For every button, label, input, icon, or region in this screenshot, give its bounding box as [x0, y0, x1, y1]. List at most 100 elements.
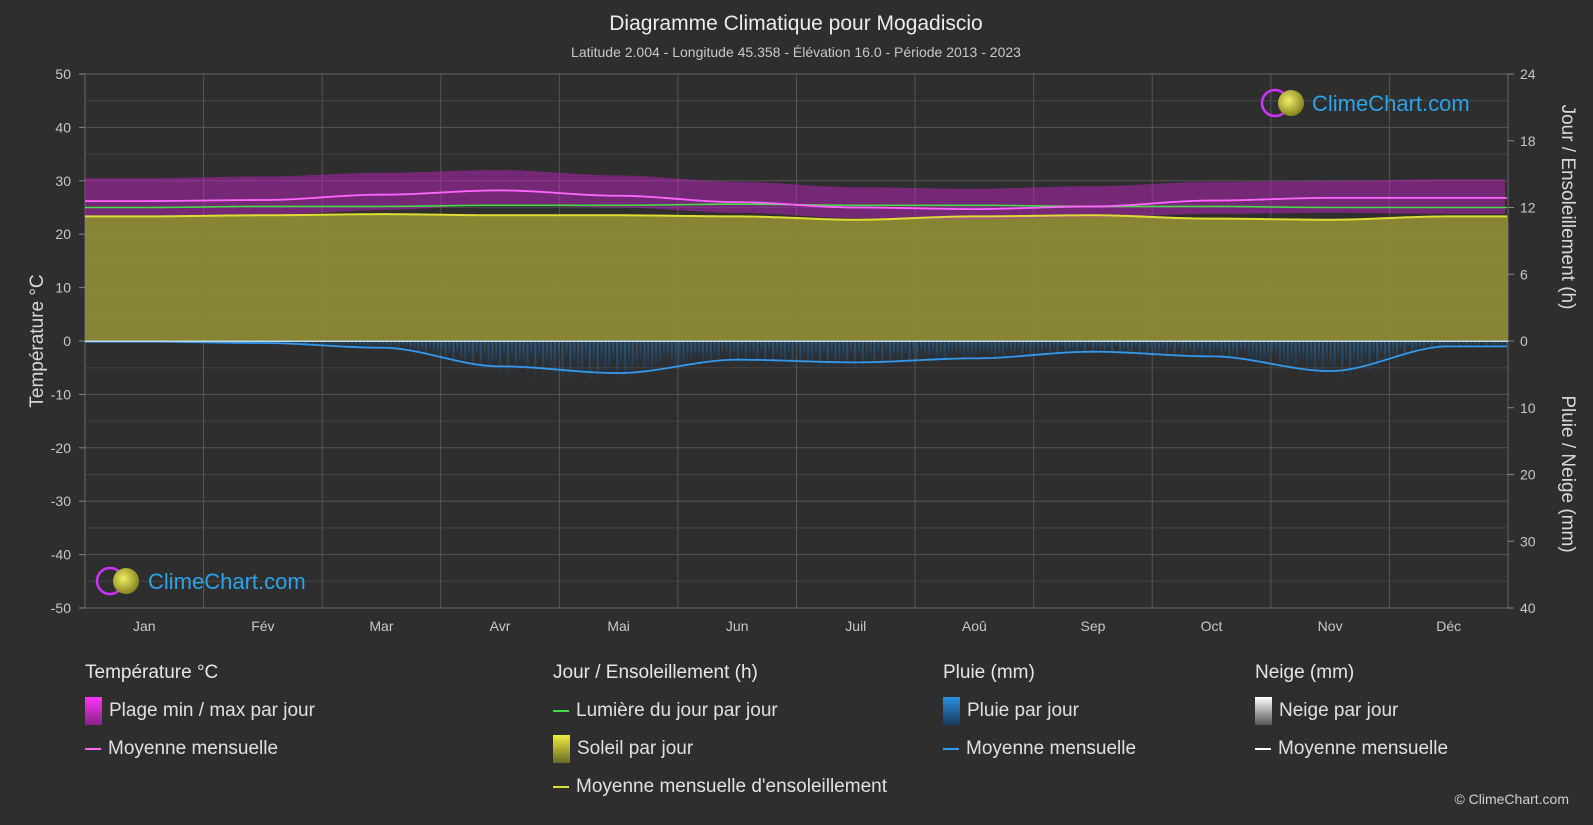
rain-day-bar — [670, 341, 673, 364]
rain-day-bar — [920, 341, 923, 353]
rain-day-bar — [1122, 341, 1126, 351]
rain-day-bar — [576, 341, 580, 371]
rain-day-bar — [304, 341, 307, 346]
rain-day-bar — [460, 341, 463, 362]
rain-day-bar — [1005, 341, 1009, 352]
rain-day-bar — [1150, 341, 1153, 351]
rain-day-bar — [803, 341, 806, 357]
rain-day-bar — [1037, 341, 1040, 355]
rain-day-bar — [1407, 341, 1410, 349]
rain-day-bar — [413, 341, 416, 350]
rain-day-bar — [1337, 341, 1340, 360]
month-label: Mai — [607, 618, 630, 634]
left-tick-label: -10 — [51, 386, 71, 402]
rain-day-bar — [1465, 341, 1469, 348]
rain-day-bar — [845, 341, 849, 369]
rain-day-bar — [725, 341, 728, 354]
rain-day-bar — [1442, 341, 1445, 346]
rain-day-bar — [339, 341, 342, 347]
rain-day-bar — [1290, 341, 1293, 364]
rain-day-bar — [1458, 341, 1461, 349]
legend-label: Moyenne mensuelle — [966, 738, 1137, 759]
legend-item: Neige par jour — [1255, 697, 1448, 725]
rain-day-bar — [389, 341, 393, 349]
rain-day-bar — [943, 341, 946, 361]
rain-day-bar — [487, 341, 490, 369]
rain-day-bar — [1403, 341, 1406, 360]
rain-day-bar — [627, 341, 631, 364]
rain-day-bar — [1317, 341, 1321, 364]
rain-day-bar — [1395, 341, 1399, 362]
rain-day-bar — [1247, 341, 1250, 358]
rain-day-bar — [974, 341, 978, 358]
rain-day-bar — [1025, 341, 1028, 353]
rain-day-bar — [1302, 341, 1305, 361]
rain-day-bar — [916, 341, 919, 363]
rain-day-bar — [1294, 341, 1297, 368]
rain-day-bar — [362, 341, 365, 347]
rain-day-bar — [1192, 341, 1196, 359]
rain-day-bar — [424, 341, 428, 355]
rain-day-bar — [990, 341, 993, 355]
rain-day-bar — [877, 341, 880, 355]
right-axis-bottom-ticks: 10 20 30 40 — [1508, 400, 1536, 616]
rain-day-bar — [1103, 341, 1106, 355]
rain-day-bar — [514, 341, 517, 372]
rain-day-bar — [1481, 341, 1484, 345]
rain-day-bar — [292, 341, 295, 344]
rain-day-bar — [612, 341, 615, 361]
rain-day-bar — [1009, 341, 1013, 355]
brand-text-bottom: ClimeChart.com — [148, 569, 306, 594]
rain-day-bar — [1033, 341, 1036, 350]
rain-day-bar — [1485, 341, 1488, 348]
rain-day-bar — [1383, 341, 1387, 363]
rain-day-bar — [1056, 341, 1059, 357]
rain-day-bar — [1286, 341, 1289, 370]
rain-day-bar — [467, 341, 471, 357]
rain-day-bar — [584, 341, 588, 361]
rain-day-bar — [327, 341, 330, 345]
rain-day-bar — [261, 341, 264, 344]
rain-day-bar — [1068, 341, 1071, 352]
rain-day-bar — [775, 341, 779, 357]
rain-day-bar — [904, 341, 907, 355]
rain-day-bar — [1348, 341, 1352, 377]
legend-snow: Neige (mm) Neige par jour Moyenne mensue… — [1255, 662, 1448, 776]
month-label: Aoû — [962, 618, 987, 634]
rain-day-bar — [849, 341, 853, 354]
rain-day-bar — [908, 341, 911, 366]
month-label: Nov — [1318, 618, 1343, 634]
rain-day-bar — [284, 341, 287, 344]
rain-day-bar — [1196, 341, 1200, 352]
rain-day-bar — [1060, 341, 1063, 349]
month-label: Jun — [726, 618, 749, 634]
rain-day-bar — [771, 341, 775, 366]
rain-day-bar — [1329, 341, 1332, 367]
rain-day-bar — [1426, 341, 1430, 346]
rain-day-bar — [456, 341, 459, 355]
rain-day-bar — [1356, 341, 1360, 368]
plot-area — [84, 73, 1509, 609]
legend-item: Moyenne mensuelle d'ensoleillement — [553, 776, 887, 798]
legend-label: Moyenne mensuelle — [108, 738, 279, 759]
rain-day-bar — [1415, 341, 1418, 351]
rain-day-bar — [1017, 341, 1020, 351]
rain-day-bar — [1177, 341, 1180, 351]
rain-day-bar — [1095, 341, 1098, 351]
rain-day-bar — [674, 341, 677, 366]
rain-day-bar — [1419, 341, 1422, 349]
rain-day-bar — [495, 341, 498, 362]
left-tick-label: 0 — [63, 333, 71, 349]
rain-day-bar — [1333, 341, 1336, 372]
rain-day-bar — [463, 341, 467, 363]
rain-day-bar — [1091, 341, 1094, 355]
rain-day-bar — [1255, 341, 1258, 362]
left-tick-label: -30 — [51, 493, 71, 509]
rain-day-bar — [323, 341, 326, 346]
rain-day-bar — [397, 341, 401, 349]
rain-day-bar — [729, 341, 732, 362]
rain-day-bar — [931, 341, 935, 355]
rain-day-bar — [970, 341, 974, 358]
rain-day-bar — [1298, 341, 1301, 359]
